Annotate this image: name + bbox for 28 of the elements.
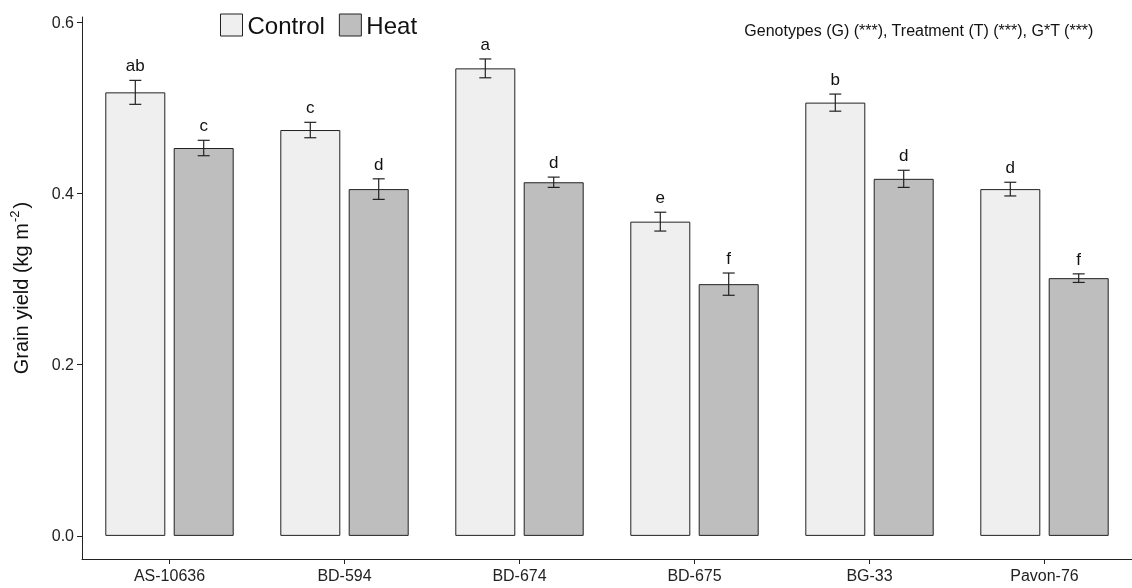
bar [1048, 278, 1109, 536]
data-label: ab [125, 56, 145, 76]
data-label: d [1005, 158, 1016, 178]
data-label: a [480, 34, 491, 54]
y-tick-label: 0.2 [51, 356, 75, 374]
x-tick-label: BG-33 [846, 566, 893, 584]
data-label: d [898, 146, 909, 166]
data-label: f [1076, 249, 1082, 269]
data-label: f [726, 249, 732, 269]
y-tick-label: 0.4 [51, 184, 75, 202]
data-label: b [830, 70, 841, 90]
data-label: d [548, 153, 559, 173]
y-tick-label: 0.0 [51, 527, 75, 545]
data-label: c [199, 116, 209, 136]
x-tick-label: AS-10636 [133, 566, 206, 584]
bar [523, 182, 584, 536]
data-label: e [655, 188, 666, 208]
x-tick-label: BD-674 [492, 566, 547, 584]
data-label: c [306, 98, 316, 118]
y-axis-title: Grain yield (kg m-2) [7, 201, 32, 375]
x-tick-label: BD-594 [317, 566, 372, 584]
y-tick-label: 0.6 [51, 13, 75, 31]
annotation: Genotypes (G) (***), Treatment (T) (***), G*T (***) [744, 21, 1094, 39]
x-tick-label: Pavon-76 [1010, 566, 1079, 584]
data-label: d [373, 154, 384, 174]
legend-label: Control [247, 11, 325, 39]
legend-label: Heat [366, 11, 418, 39]
x-tick-label: BD-675 [667, 566, 722, 584]
